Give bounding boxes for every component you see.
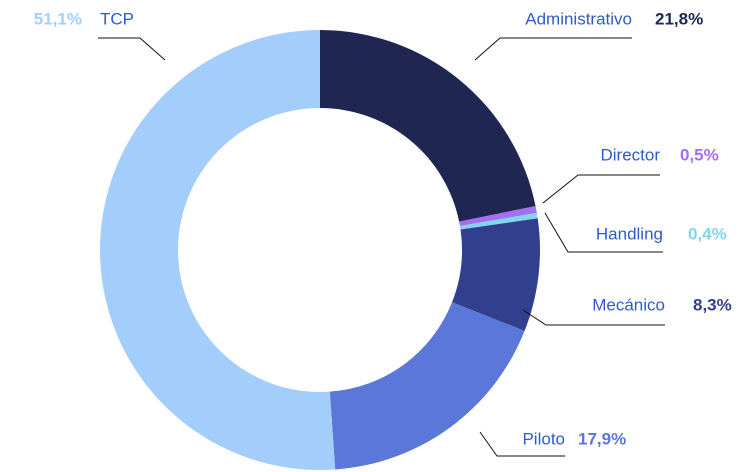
- slice: [459, 206, 537, 227]
- value-label: 0,4%: [688, 224, 727, 243]
- slice: [452, 218, 541, 331]
- leader-line: [522, 309, 665, 326]
- slice: [100, 30, 336, 470]
- leader-line: [542, 174, 660, 204]
- category-label: Mecánico: [592, 295, 665, 314]
- leader-line: [479, 431, 565, 457]
- value-label: 21,8%: [655, 9, 703, 28]
- leader-line: [98, 37, 166, 61]
- category-label: Administrativo: [525, 9, 632, 28]
- value-label: 8,3%: [693, 295, 732, 314]
- value-label: 51,1%: [34, 9, 82, 28]
- slice: [459, 212, 538, 230]
- category-label: Piloto: [522, 429, 565, 448]
- category-label: Director: [600, 145, 660, 164]
- leader-line: [544, 212, 663, 253]
- category-label: Handling: [596, 224, 663, 243]
- value-label: 17,9%: [578, 429, 626, 448]
- category-label: TCP: [100, 9, 134, 28]
- slice: [320, 30, 536, 222]
- slice: [329, 302, 525, 470]
- leader-line: [474, 37, 632, 61]
- value-label: 0,5%: [680, 145, 719, 164]
